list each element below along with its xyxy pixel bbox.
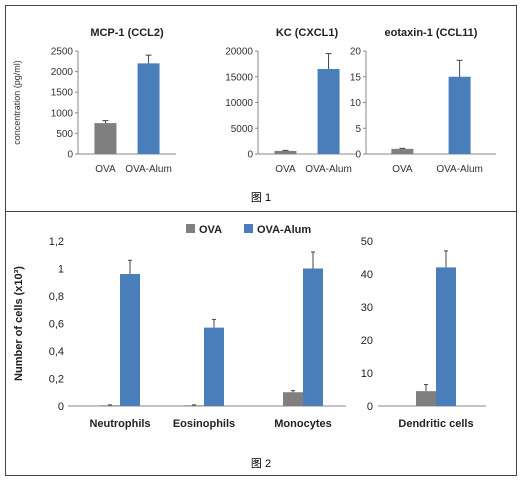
x-category-label: OVA	[392, 164, 413, 175]
bar-ova	[94, 123, 117, 154]
figure-2-charts: OVA OVA-Alum 0 0,2 0,4 0,6 0,8 1 1,2 Number of ce…	[13, 224, 486, 470]
y-tick-label: 40	[361, 269, 373, 281]
y-tick-label: 20	[350, 47, 362, 58]
x-category-label: Dendritic cells	[398, 418, 473, 430]
y-tick-label: 500	[56, 129, 73, 140]
x-category-label: OVA	[275, 164, 296, 175]
bar-ova-alum	[204, 327, 224, 406]
x-category-label: OVA-Alum	[125, 164, 172, 175]
figure-2-caption: 图 2	[251, 457, 271, 470]
figure-2-panel: OVA OVA-Alum 0 0,2 0,4 0,6 0,8 1 1,2 Number of ce…	[5, 210, 517, 476]
y-tick-label: 50	[361, 236, 373, 248]
x-category-label: Neutrophils	[89, 418, 150, 430]
x-category-label: OVA-Alum	[305, 164, 352, 175]
bar-ova-alum	[436, 267, 456, 406]
bar-ova	[391, 148, 414, 154]
y-tick-label: 10000	[225, 98, 253, 109]
y-tick-label: 0	[247, 150, 253, 161]
legend-label-ova: OVA	[199, 224, 222, 236]
chart-title: KC (CXCL1)	[276, 27, 339, 39]
y-tick-label: 15	[350, 72, 362, 83]
bar-ova	[100, 405, 120, 407]
legend-swatch-ova-alum	[244, 224, 253, 233]
y-tick-label: 5000	[231, 124, 254, 135]
y-axis-label: concentration (pg/ml)	[12, 60, 22, 145]
bar-ova-alum	[303, 268, 323, 406]
bar-ova	[184, 405, 204, 407]
legend-label-ova-alum: OVA-Alum	[257, 224, 311, 236]
legend-swatch-ova	[186, 224, 195, 233]
x-category-label: Eosinophils	[173, 418, 235, 430]
bar-ova-alum	[120, 274, 140, 406]
y-axis-label: Number of cells (x10³)	[13, 266, 25, 381]
y-tick-label: 1500	[51, 88, 74, 99]
y-tick-label: 1,2	[49, 236, 64, 248]
y-tick-label: 10	[361, 368, 373, 380]
x-category-label: OVA-Alum	[436, 164, 483, 175]
y-tick-label: 1000	[51, 108, 74, 119]
bar-ova	[274, 150, 297, 154]
bar-ova	[283, 392, 303, 406]
y-tick-label: 0,6	[49, 319, 64, 331]
y-tick-label: 20000	[225, 47, 253, 58]
y-tick-label: 0	[67, 150, 73, 161]
y-tick-label: 2000	[51, 67, 74, 78]
chart-title: eotaxin-1 (CCL11)	[385, 27, 478, 39]
y-tick-label: 0,2	[49, 374, 64, 386]
y-tick-label: 20	[361, 335, 373, 347]
bar-ova-alum	[448, 76, 471, 154]
y-tick-label: 1	[58, 264, 64, 276]
y-tick-label: 5	[355, 124, 361, 135]
y-tick-label: 10	[350, 98, 362, 109]
y-tick-label: 15000	[225, 72, 253, 83]
chart-title: MCP-1 (CCL2)	[90, 27, 164, 39]
y-tick-label: 0	[367, 401, 373, 413]
y-tick-label: 0,8	[49, 291, 64, 303]
x-category-label: Monocytes	[274, 418, 331, 430]
bar-ova-alum	[137, 63, 160, 154]
bar-ova	[416, 391, 436, 406]
y-tick-label: 30	[361, 302, 373, 314]
x-category-label: OVA	[95, 164, 116, 175]
y-tick-label: 0	[355, 150, 361, 161]
bar-ova-alum	[317, 69, 340, 154]
y-tick-label: 2500	[51, 47, 74, 58]
y-tick-label: 0	[58, 401, 64, 413]
figure-1-panel: MCP-1 (CCL2) 0 500 1000 1500 2000 2500 OVA OVA-A…	[5, 5, 517, 212]
figure-1-caption: 图 1	[251, 191, 271, 204]
y-tick-label: 0,4	[49, 346, 64, 358]
